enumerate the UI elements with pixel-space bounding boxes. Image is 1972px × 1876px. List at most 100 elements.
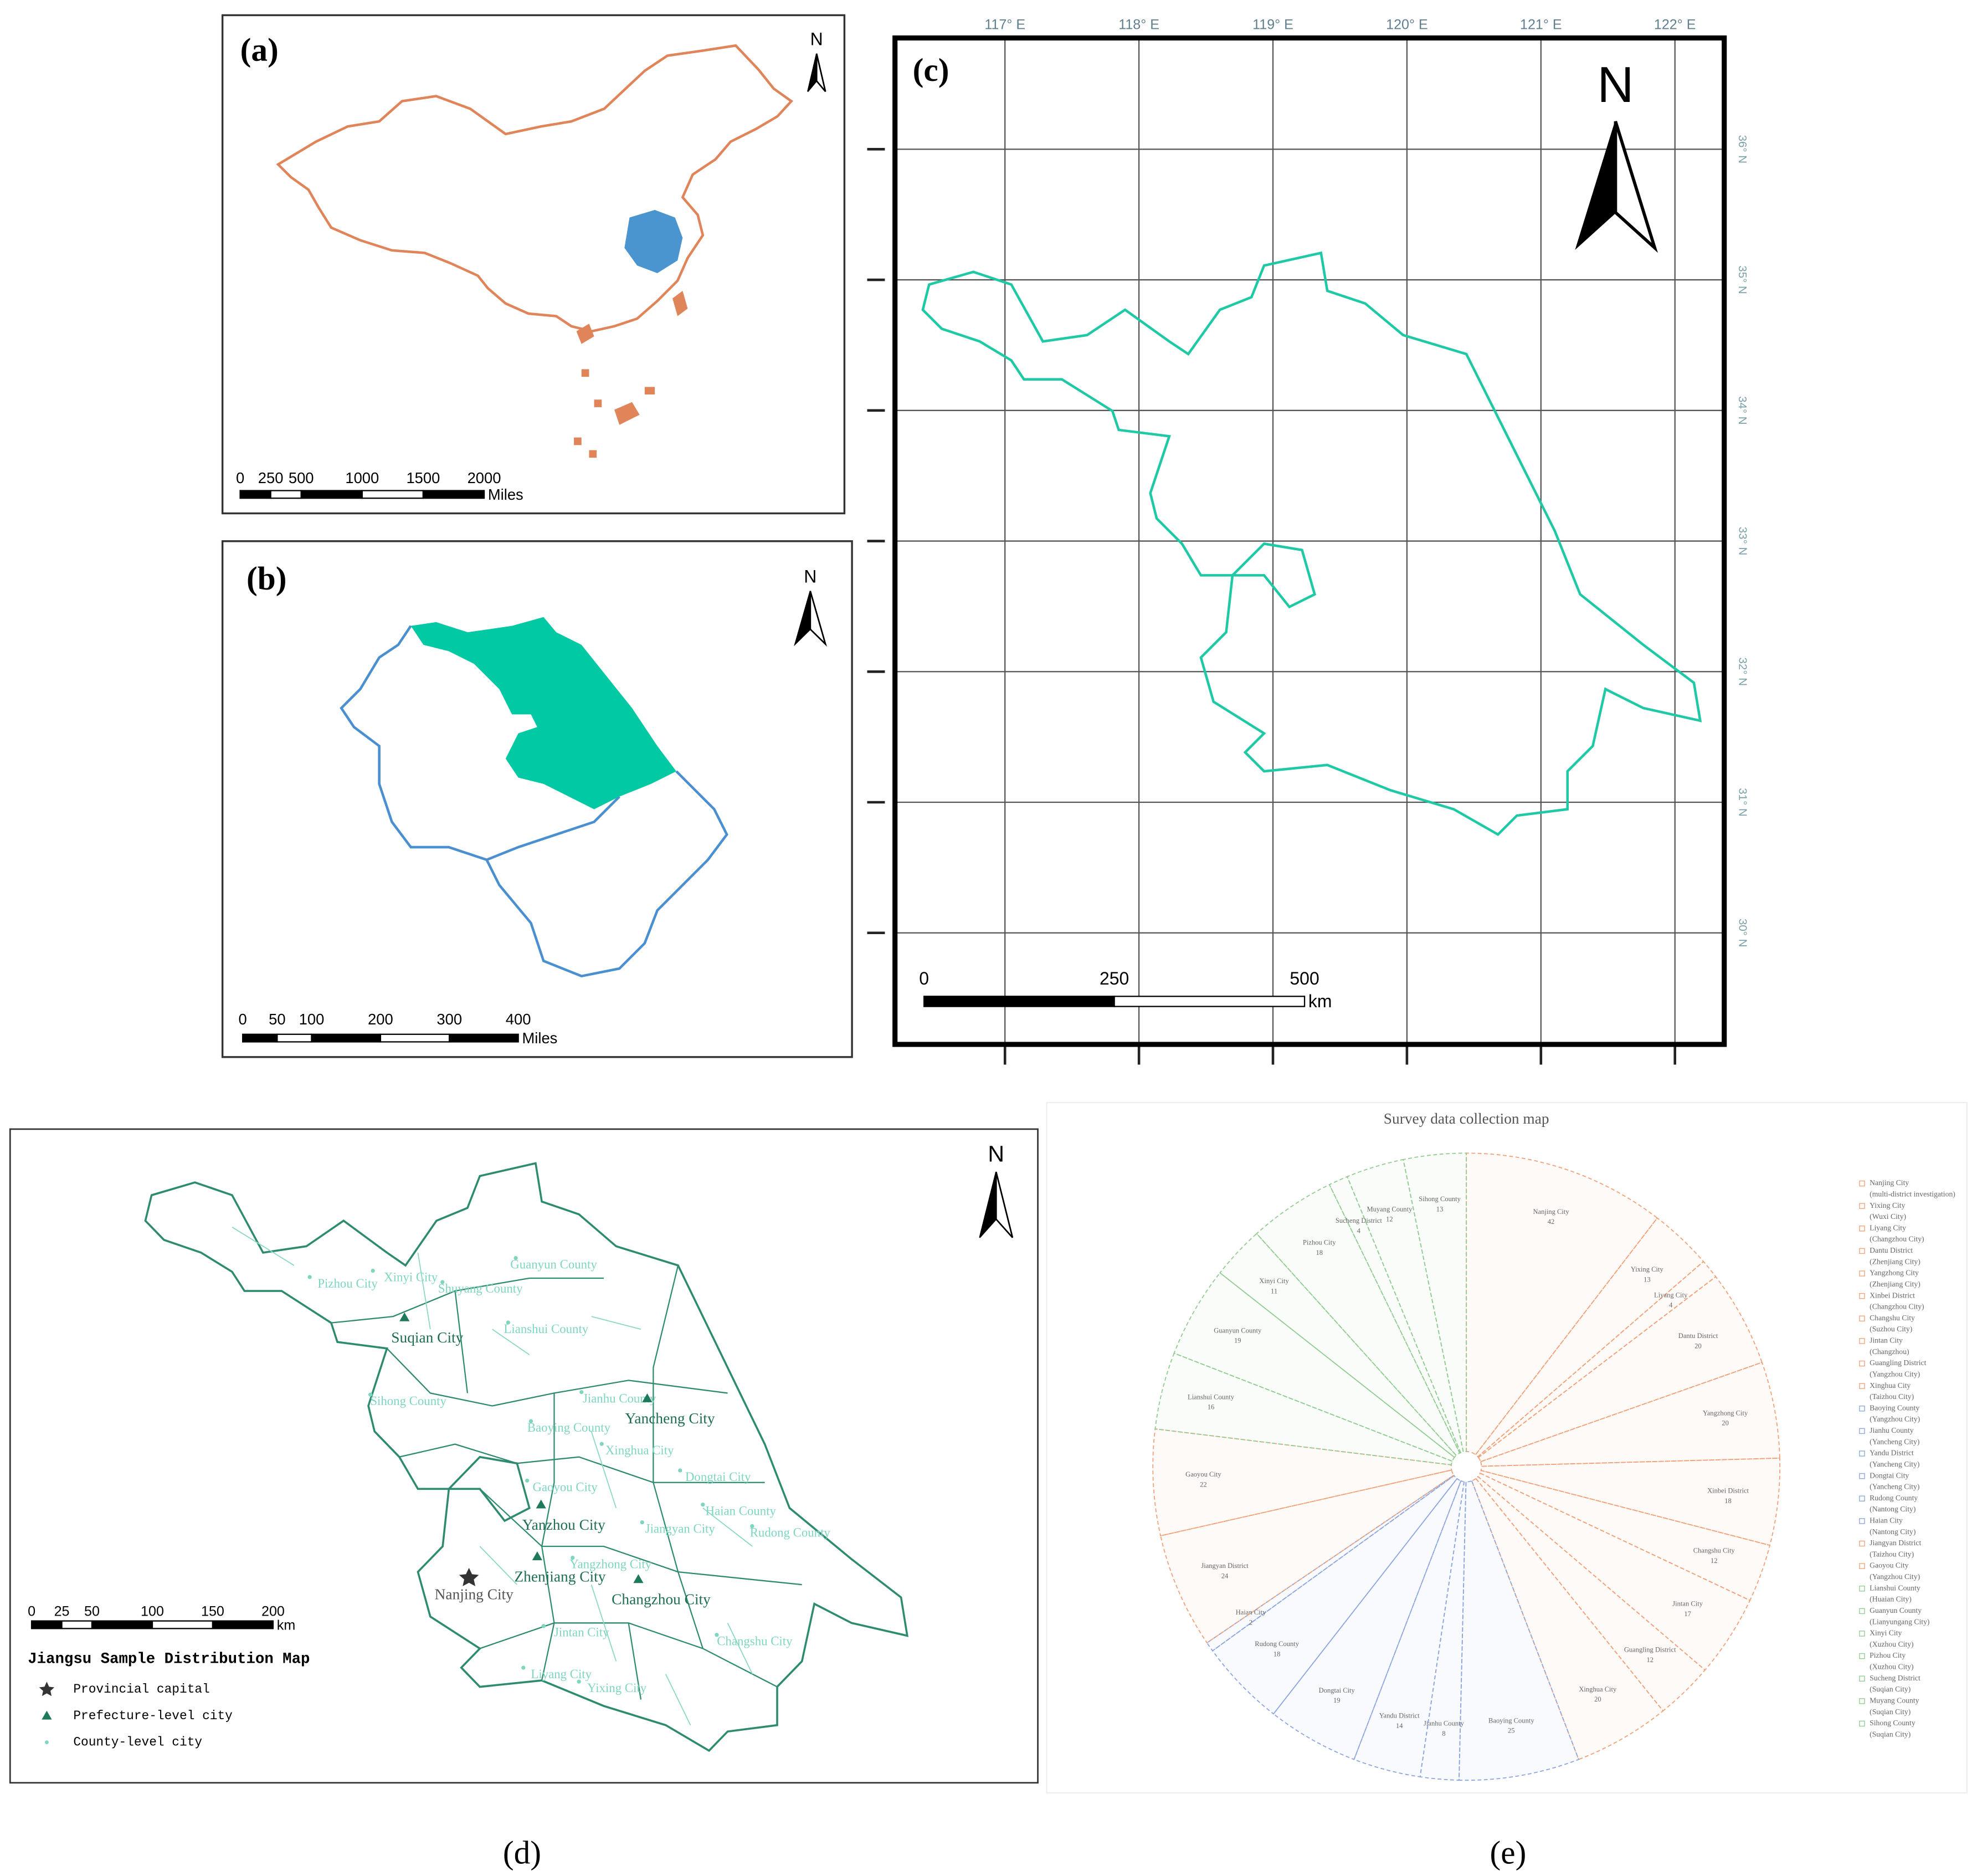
wedge-value: 13	[1436, 1205, 1444, 1213]
wedge-value: 20	[1694, 1342, 1702, 1350]
place-label: Xinghua City	[605, 1443, 674, 1457]
wedge-label: Sihong County	[1419, 1195, 1461, 1203]
panel-label: (a)	[240, 32, 279, 68]
region-outline	[340, 625, 728, 978]
legend-label: Jianhu County	[1870, 1426, 1914, 1434]
wedge-value: 18	[1273, 1650, 1281, 1658]
lon-label: 122° E	[1654, 17, 1696, 32]
legend-label: Baoying County	[1870, 1403, 1919, 1412]
legend-swatch	[1859, 1608, 1865, 1614]
prefecture-marker	[399, 1312, 410, 1321]
legend-label: County-level city	[73, 1735, 202, 1750]
islands	[574, 290, 688, 458]
place-label: Rudong County	[750, 1525, 831, 1539]
lat-label: 32° N	[1736, 658, 1749, 686]
wedge-value: 24	[1221, 1572, 1229, 1580]
wedge-label: Yandu District	[1379, 1712, 1420, 1720]
legend-swatch	[1859, 1383, 1865, 1389]
map-title: Jiangsu Sample Distribution Map	[28, 1651, 310, 1668]
prefecture-marker	[642, 1393, 653, 1402]
north-arrow	[1614, 121, 1658, 253]
scale-segment	[242, 1033, 278, 1043]
legend-note: (Changzhou City)	[1870, 1303, 1924, 1311]
legend-label: Prefecture-level city	[73, 1709, 232, 1723]
wedge-label: Xinghua City	[1579, 1685, 1617, 1693]
legend-label: Jiangyan District	[1870, 1539, 1921, 1547]
county-marker	[368, 1392, 373, 1397]
wedge-value: 13	[1644, 1275, 1651, 1283]
legend-label: Guanyun County	[1870, 1606, 1922, 1614]
legend-note: (Taizhou City)	[1870, 1392, 1914, 1401]
wedge-label: Pizhou City	[1303, 1239, 1336, 1247]
legend-note: (Changzhou)	[1870, 1347, 1909, 1356]
scale-label: 50	[269, 1011, 285, 1028]
legend-label: Dantu District	[1870, 1246, 1913, 1254]
legend-swatch	[1859, 1248, 1865, 1254]
district-map	[144, 1162, 909, 1752]
scale-label: 500	[1290, 968, 1319, 988]
legend-label: Yixing City	[1870, 1201, 1905, 1209]
scale-segment	[212, 1620, 274, 1629]
legend-swatch	[1859, 1495, 1865, 1501]
north-arrow	[979, 1171, 997, 1238]
lon-label: 120° E	[1386, 17, 1428, 32]
legend-note: (Yancheng City)	[1870, 1437, 1919, 1446]
county-marker	[640, 1520, 644, 1525]
scale-segment	[239, 490, 271, 499]
scale-segment	[1113, 996, 1306, 1007]
wedge-label: Nanjing City	[1533, 1208, 1569, 1216]
county-marker	[307, 1275, 312, 1279]
place-label: Pizhou City	[317, 1277, 378, 1290]
legend-swatch	[1859, 1315, 1865, 1322]
wedge-value: 4	[1669, 1301, 1673, 1309]
legend-label: Sihong County	[1870, 1719, 1915, 1727]
wedge-label: Muyang County	[1367, 1205, 1413, 1213]
county-marker	[599, 1442, 604, 1446]
pie-wedge	[1272, 1478, 1462, 1760]
legend-label: Nanjing City	[1870, 1178, 1909, 1187]
legend-note: (Changzhou City)	[1870, 1235, 1924, 1244]
scale-label: 0	[919, 968, 929, 988]
wedge-value: 12	[1711, 1557, 1718, 1565]
city-boundaries	[331, 1265, 802, 1700]
wedge-value: 19	[1234, 1337, 1241, 1345]
county-marker	[701, 1503, 705, 1507]
scale-segment	[270, 490, 302, 499]
place-label: Gaoyou City	[532, 1480, 598, 1494]
county-marker	[579, 1390, 584, 1395]
north-label: N	[810, 29, 823, 49]
scale-label: 2000	[468, 469, 501, 486]
scale-segment	[379, 1033, 450, 1043]
legend-swatch	[1859, 1428, 1865, 1434]
wedge-label: Haian City	[1236, 1608, 1266, 1616]
county-marker	[528, 1419, 533, 1423]
county-marker	[750, 1524, 754, 1529]
wedge-value: 17	[1684, 1610, 1691, 1618]
wedge-value: 42	[1548, 1218, 1555, 1226]
county-marker	[541, 1624, 546, 1628]
wedge-label: Jintan City	[1672, 1600, 1703, 1608]
scale-segment	[923, 996, 1115, 1007]
prefecture-marker	[536, 1499, 546, 1509]
legend-swatch	[1859, 1675, 1865, 1682]
lat-label: 36° N	[1736, 135, 1749, 164]
legend-label: Changshu City	[1870, 1314, 1915, 1322]
panel-label: (c)	[913, 52, 949, 88]
scale-label: 100	[141, 1603, 164, 1619]
county-marker	[521, 1665, 526, 1670]
pie-wedge	[1480, 1361, 1780, 1467]
county-marker	[525, 1478, 530, 1483]
scale-label: 0	[236, 469, 244, 486]
pie-wedge	[1173, 1272, 1455, 1462]
wedge-label: Xinbei District	[1707, 1487, 1749, 1495]
wedge-label: Guangling District	[1624, 1646, 1676, 1654]
legend-label: Haian City	[1870, 1516, 1903, 1525]
legend-label: Rudong County	[1870, 1494, 1918, 1502]
legend-label: Jintan City	[1870, 1336, 1903, 1345]
scale-segment	[422, 490, 485, 499]
legend-note: (Yangzhou City)	[1870, 1370, 1920, 1378]
wedge-label: Dantu District	[1678, 1332, 1718, 1340]
wedge-label: Changshu City	[1693, 1547, 1735, 1555]
north-arrow	[995, 1171, 1014, 1238]
